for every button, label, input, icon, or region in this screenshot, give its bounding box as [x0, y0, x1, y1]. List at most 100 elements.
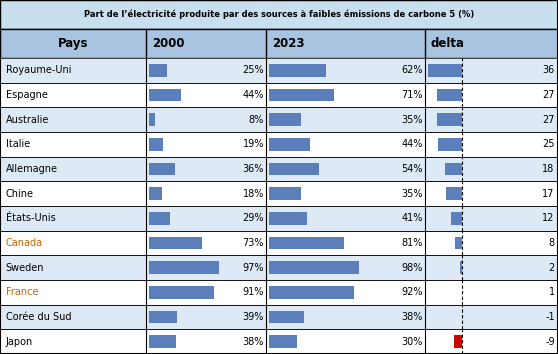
Text: 27: 27 [542, 115, 555, 125]
Text: 12: 12 [542, 213, 555, 223]
Bar [439, 138, 463, 151]
Bar [460, 261, 463, 274]
Text: 17: 17 [542, 189, 555, 199]
Bar [445, 162, 463, 176]
Text: Chine: Chine [6, 189, 33, 199]
Bar [149, 335, 176, 348]
Text: 35%: 35% [401, 189, 423, 199]
Bar [269, 286, 354, 299]
Bar [149, 138, 163, 151]
Bar [269, 310, 304, 324]
Text: 81%: 81% [402, 238, 423, 248]
Text: 8: 8 [549, 238, 555, 248]
Text: 39%: 39% [243, 312, 264, 322]
Bar [0, 305, 558, 329]
Bar [446, 187, 463, 200]
Bar [269, 88, 334, 102]
Bar [0, 181, 558, 206]
Text: 73%: 73% [242, 238, 264, 248]
Text: 29%: 29% [242, 213, 264, 223]
Bar [269, 212, 307, 225]
Bar [149, 113, 155, 126]
Bar [149, 236, 201, 250]
Text: 36: 36 [542, 65, 555, 75]
Bar [269, 335, 297, 348]
Text: Italie: Italie [6, 139, 30, 149]
Text: 36%: 36% [243, 164, 264, 174]
Bar [269, 162, 319, 176]
Bar [0, 58, 558, 83]
Bar [0, 157, 558, 181]
Text: 35%: 35% [401, 115, 423, 125]
Text: 8%: 8% [249, 115, 264, 125]
Text: 2: 2 [549, 263, 555, 273]
Bar [149, 212, 170, 225]
Bar [269, 261, 359, 274]
Bar [0, 132, 558, 157]
Bar [451, 212, 463, 225]
Bar [269, 64, 326, 77]
Text: 2000: 2000 [152, 37, 184, 50]
Bar [0, 83, 558, 107]
Text: 2023: 2023 [272, 37, 304, 50]
Text: États-Unis: États-Unis [6, 213, 55, 223]
Text: 54%: 54% [401, 164, 423, 174]
Bar [0, 107, 558, 132]
Bar [0, 255, 558, 280]
Bar [436, 88, 463, 102]
Bar [0, 29, 558, 58]
Text: Australie: Australie [6, 115, 49, 125]
Text: 44%: 44% [402, 139, 423, 149]
Bar [0, 329, 558, 354]
Bar [0, 231, 558, 255]
Text: Espagne: Espagne [6, 90, 47, 100]
Bar [149, 310, 177, 324]
Text: 38%: 38% [243, 337, 264, 347]
Text: France: France [6, 287, 38, 297]
Text: Sweden: Sweden [6, 263, 44, 273]
Text: Corée du Sud: Corée du Sud [6, 312, 71, 322]
Bar [149, 64, 167, 77]
Text: 92%: 92% [401, 287, 423, 297]
Text: 25%: 25% [242, 65, 264, 75]
Bar [0, 0, 558, 29]
Text: 97%: 97% [242, 263, 264, 273]
Bar [454, 335, 463, 348]
Text: 62%: 62% [401, 65, 423, 75]
Text: Royaume-Uni: Royaume-Uni [6, 65, 71, 75]
Bar [428, 64, 463, 77]
Bar [269, 138, 310, 151]
Text: 19%: 19% [243, 139, 264, 149]
Text: 27: 27 [542, 90, 555, 100]
Bar [149, 261, 219, 274]
Text: 18: 18 [542, 164, 555, 174]
Text: Allemagne: Allemagne [6, 164, 57, 174]
Bar [269, 113, 301, 126]
Bar [269, 236, 344, 250]
Bar [149, 286, 214, 299]
Text: 71%: 71% [401, 90, 423, 100]
Bar [0, 206, 558, 231]
Bar [269, 187, 301, 200]
Bar [149, 162, 175, 176]
Bar [455, 236, 463, 250]
Bar [149, 187, 162, 200]
Text: Canada: Canada [6, 238, 43, 248]
Text: 1: 1 [549, 287, 555, 297]
Text: -9: -9 [545, 337, 555, 347]
Bar [436, 113, 463, 126]
Text: 41%: 41% [402, 213, 423, 223]
Text: Part de l’électricité produite par des sources à faibles émissions de carbone 5 : Part de l’électricité produite par des s… [84, 10, 474, 19]
Text: delta: delta [431, 37, 465, 50]
Text: 91%: 91% [243, 287, 264, 297]
Bar [149, 88, 181, 102]
Bar [0, 280, 558, 305]
Text: 18%: 18% [243, 189, 264, 199]
Text: Pays: Pays [58, 37, 88, 50]
Text: 44%: 44% [243, 90, 264, 100]
Text: 25: 25 [542, 139, 555, 149]
Text: -1: -1 [545, 312, 555, 322]
Text: 30%: 30% [402, 337, 423, 347]
Text: 38%: 38% [402, 312, 423, 322]
Text: Japon: Japon [6, 337, 33, 347]
